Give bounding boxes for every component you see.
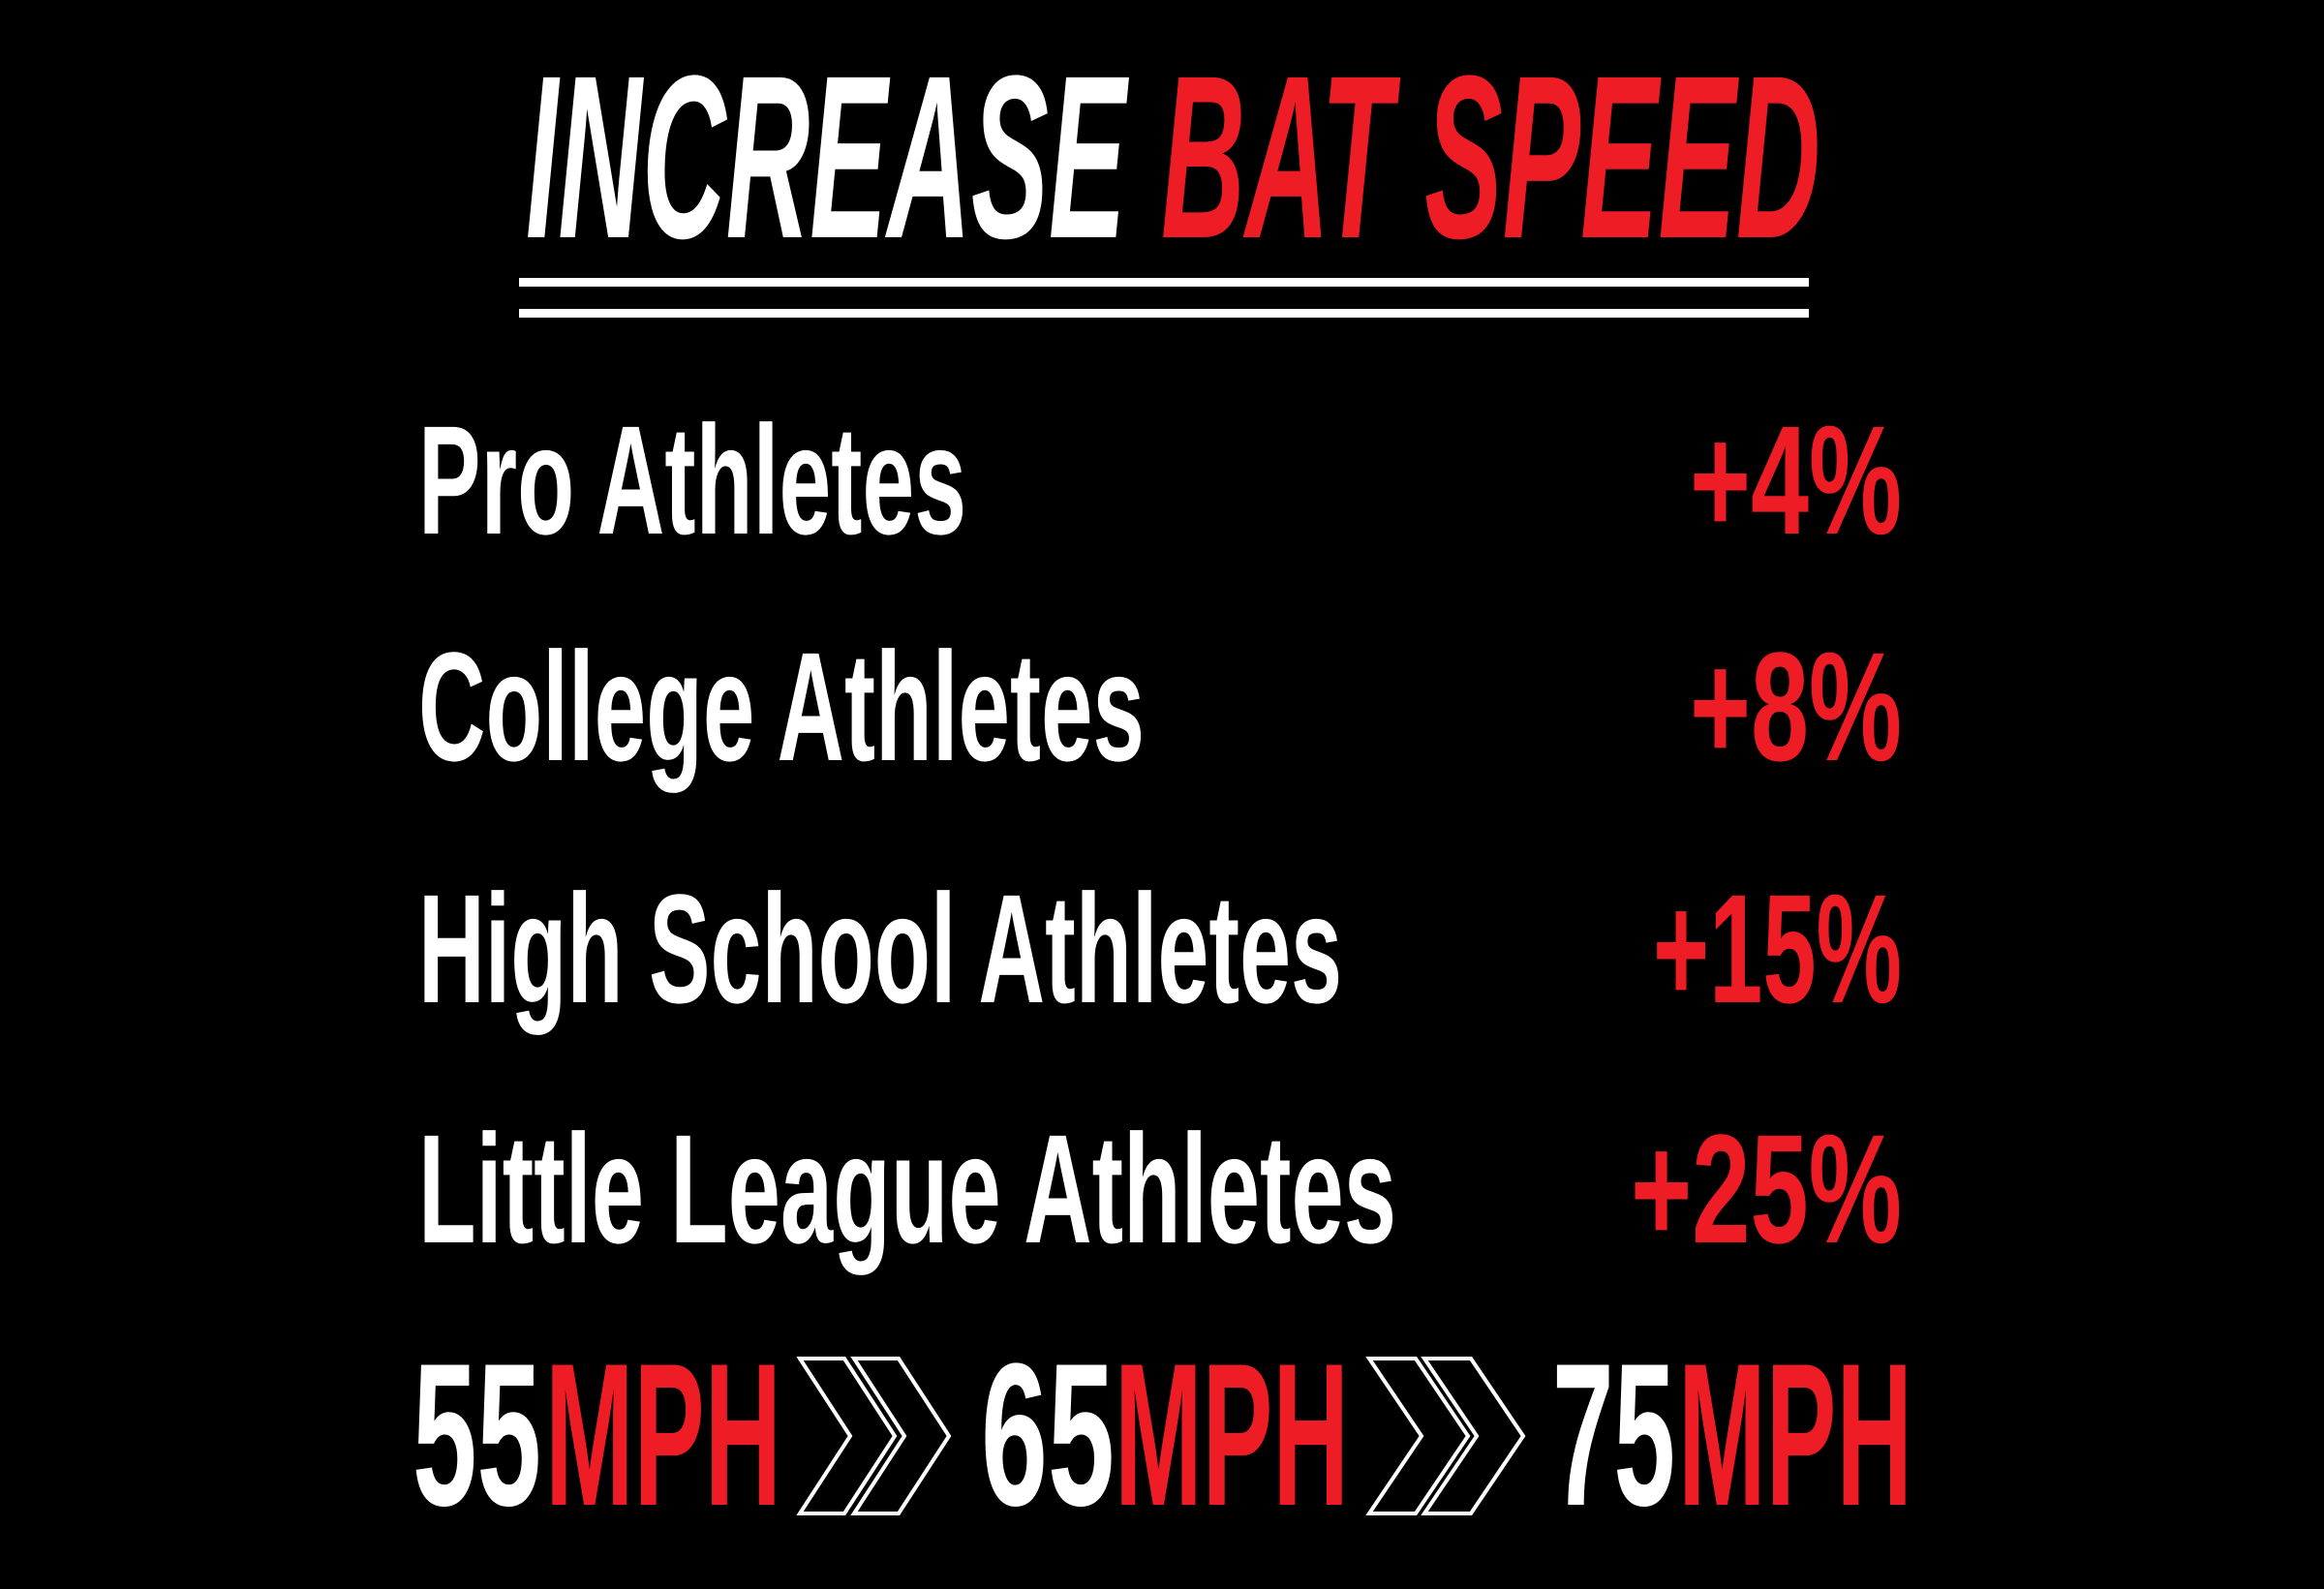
row-value: +4% bbox=[1690, 393, 1902, 566]
title-red: BAT SPEED bbox=[1161, 27, 1820, 287]
row-label: Pro Athletes bbox=[418, 393, 966, 566]
speed-unit: MPH bbox=[545, 1321, 781, 1548]
speed-unit: MPH bbox=[1115, 1321, 1349, 1548]
row-value: +25% bbox=[1631, 1102, 1902, 1275]
underline bbox=[519, 309, 1809, 318]
row-value: +8% bbox=[1690, 620, 1902, 793]
speed-number: 75 bbox=[1552, 1321, 1675, 1548]
chevrons bbox=[796, 1357, 952, 1515]
row-label: Little League Athletes bbox=[418, 1102, 1396, 1275]
title-white: INCREASE bbox=[526, 27, 1129, 287]
row-label: High School Athletes bbox=[418, 862, 1342, 1035]
chevrons bbox=[1365, 1357, 1526, 1515]
row-label: College Athletes bbox=[418, 620, 1145, 793]
speed-unit: MPH bbox=[1678, 1321, 1912, 1548]
row-value: +15% bbox=[1653, 862, 1902, 1035]
speed-number: 55 bbox=[413, 1321, 541, 1548]
underline bbox=[519, 278, 1809, 287]
speed-number: 65 bbox=[981, 1321, 1115, 1548]
